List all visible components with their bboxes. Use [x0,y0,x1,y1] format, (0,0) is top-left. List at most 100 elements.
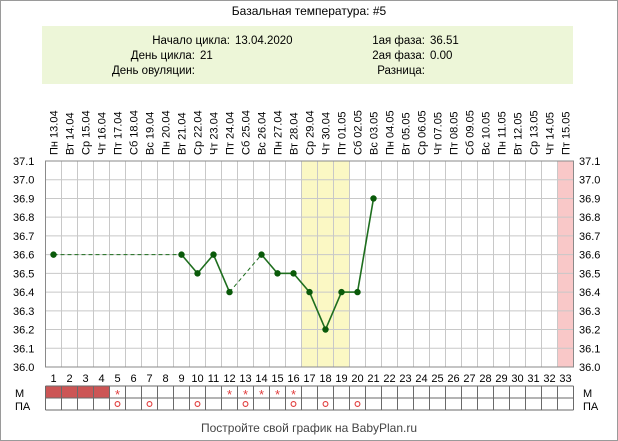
x-axis-date-labels: Пн 13.04 Вт 14.04 Ср 15.04 Чт 16.04 Пт 17.04… [49,110,573,155]
cycle-day-number: 2 [66,373,72,385]
y-tick-label: 36.1 [13,343,34,355]
x-date-label: Пн 27.04 [273,110,285,155]
data-point-day-21 [370,195,377,202]
menstruation-cell [45,386,62,398]
cycle-day-value: 21 [200,50,213,62]
cycle-day-number: 22 [383,373,395,385]
highlight-band-day-17 [301,161,318,367]
x-date-label: Пт 08.05 [449,111,461,155]
footer-link[interactable]: Постройте свой график на BabyPlan.ru [200,421,418,435]
x-date-label: Вт 28.04 [289,112,301,155]
cycle-day-number: 20 [351,373,363,385]
cycle-day-number: 12 [223,373,235,385]
x-date-label: Чт 14.05 [545,112,557,155]
ovulation-day-label: День овуляции: [111,65,195,77]
cycle-day-number: 32 [543,373,555,385]
y-tick-label: 36.5 [579,268,600,280]
cycle-day-number: 15 [271,373,283,385]
cycle-day-number: 21 [367,373,379,385]
cycle-info-panel: Начало цикла: 13.04.2020 День цикла: 21 … [42,26,573,84]
m-row-label-right: М [583,388,592,400]
cycle-day-label: День цикла: [130,50,195,62]
line-segment [324,291,343,330]
y-tick-label: 37.1 [579,156,600,168]
data-point-day-10 [194,270,201,277]
cycle-day-number: 11 [208,373,219,385]
data-point-day-9 [178,251,185,258]
y-tick-label: 36.2 [579,325,600,337]
y-tick-label: 36.4 [13,287,34,299]
phase2-label: 2ая фаза: [372,50,425,62]
circle-icon [290,401,297,407]
x-date-label: Вт 21.04 [177,112,189,155]
x-date-label: Пн 04.05 [385,110,397,155]
x-date-label: Ср 22.04 [193,110,205,155]
x-date-label: Сб 18.04 [129,110,141,155]
temperature-points [50,195,377,333]
cycle-day-number: 30 [511,373,523,385]
x-axis-cycle-days: 1 2 3 4 5 6 7 8 9 10 11 12 13 14 15 16 17 18 19 20 21 22 23 24 2… [50,373,571,385]
y-tick-label: 36.4 [579,287,600,299]
x-date-label: Чт 07.05 [433,112,445,155]
cycle-day-number: 19 [335,373,347,385]
cycle-start-label: Начало цикла: [152,35,230,47]
circle-icon [242,401,249,407]
phase1-label: 1ая фаза: [372,35,425,47]
menstruation-cell [93,386,110,398]
y-tick-label: 36.9 [579,193,600,205]
data-point-day-19 [338,288,345,296]
x-date-label: Пт 24.04 [225,111,237,155]
line-segment [308,291,327,330]
cycle-day-number: 4 [98,373,104,385]
y-tick-label: 36.7 [579,231,600,243]
current-day-band [557,161,574,367]
line-segment [229,254,262,293]
y-tick-label: 37.1 [13,156,34,168]
x-date-label: Пн 13.04 [49,110,61,155]
data-point-day-14 [258,251,265,258]
cycle-day-number: 3 [82,373,88,385]
x-date-label: Ср 13.05 [529,110,541,155]
line-segment [212,254,231,293]
pa-row-label-right: ПА [583,401,599,413]
circle-icon [354,401,361,407]
phase1-value: 36.51 [430,35,459,47]
cycle-day-number: 6 [130,373,136,385]
y-tick-label: 36.3 [579,306,600,318]
circle-icon [114,401,121,407]
x-date-label: Ср 06.05 [417,110,429,155]
y-tick-label: 36.5 [13,268,34,280]
chart-grid [45,160,574,368]
y-tick-label: 36.8 [13,212,34,224]
data-point-day-12 [226,288,233,296]
data-point-day-16 [290,270,297,277]
cycle-day-number: 7 [146,373,152,385]
cycle-day-number: 14 [255,373,267,385]
x-date-label: Чт 16.04 [97,112,109,155]
plot-border [45,160,574,368]
cycle-day-number: 8 [162,373,168,385]
menstruation-cell [61,386,78,398]
cycle-day-number: 18 [319,373,331,385]
line-segment [356,198,375,293]
line-segment [196,254,215,274]
x-date-label: Ср 15.04 [81,110,93,155]
y-axis-left: 36.0 36.1 36.2 36.3 36.4 36.5 36.6 36.7 36.8 36.9… [13,156,34,374]
highlight-band-day-18 [317,161,334,367]
data-point-day-11 [210,251,217,258]
chart-bands [301,161,574,367]
x-date-label: Чт 23.04 [209,112,221,155]
y-tick-label: 36.0 [13,362,34,374]
circle-icon [146,401,153,407]
x-date-label: Пн 20.04 [161,110,173,155]
highlight-band-day-19 [333,161,350,367]
cycle-day-number: 1 [50,373,56,385]
data-point-day-20 [354,288,361,296]
cycle-day-number: 16 [287,373,299,385]
x-date-label: Вс 19.04 [145,112,157,155]
cycle-day-number: 27 [463,373,475,385]
y-tick-label: 36.7 [13,231,34,243]
y-tick-label: 36.2 [13,325,34,337]
y-tick-label: 36.1 [579,343,600,355]
